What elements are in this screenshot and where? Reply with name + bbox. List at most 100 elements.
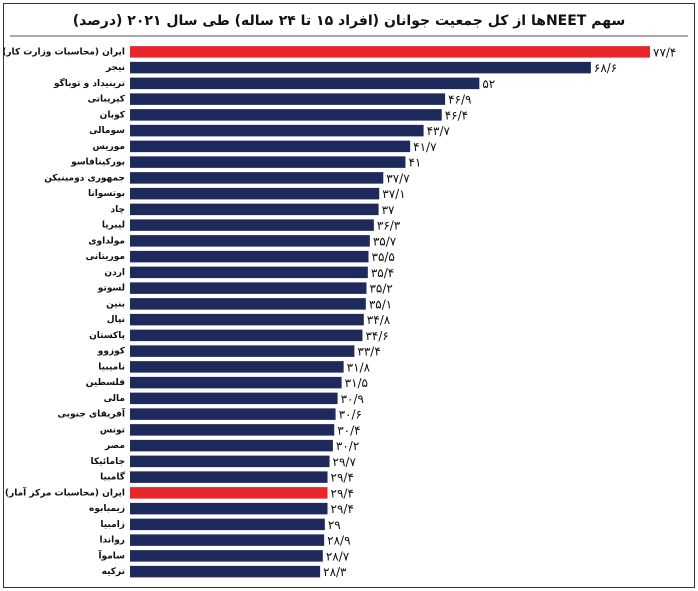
category-label: زیمبابوه: [89, 504, 125, 514]
category-label: نامیبیا: [98, 362, 125, 372]
bar: [130, 471, 328, 483]
bar: [130, 187, 380, 200]
value-label: ۴۱: [408, 156, 421, 170]
bar: [130, 518, 325, 531]
value-label: ۳۵/۷: [373, 234, 397, 248]
category-label: چاد: [111, 205, 125, 215]
value-label: ۲۹/۴: [331, 471, 354, 485]
chart-title: سهم NEETها از کل جمعیت جوانان (افراد ۱۵ …: [73, 13, 625, 29]
bar: [130, 329, 363, 342]
bar: [130, 219, 374, 231]
category-label: موریس: [93, 142, 126, 152]
bar: [130, 345, 355, 357]
category-label: موریتانی: [86, 252, 125, 262]
bar: [130, 361, 344, 373]
category-label: بوتسوانا: [88, 189, 125, 199]
category-label: زامبیا: [100, 520, 125, 530]
category-label: کوبان: [100, 110, 126, 120]
category-label: مالی: [104, 394, 125, 404]
bar: [130, 298, 366, 310]
category-label: جامائیکا: [91, 457, 125, 467]
value-label: ۲۸/۳: [323, 565, 347, 579]
value-label: ۳۷: [382, 203, 395, 217]
value-label: ۲۹/۴: [331, 486, 354, 500]
value-label: ۳۱/۸: [347, 360, 371, 374]
bar: [130, 282, 367, 294]
bar: [130, 109, 442, 121]
value-label: ۳۷/۱: [382, 187, 405, 201]
category-label: پاکستان: [89, 331, 125, 341]
category-label: جمهوری دومینیکن: [44, 173, 125, 183]
category-label: مولداوی: [88, 236, 125, 246]
value-label: ۳۴/۶: [365, 329, 388, 343]
value-label: ۳۵/۴: [371, 266, 394, 280]
category-label: رواندا: [99, 536, 125, 546]
category-label: مصر: [104, 441, 125, 451]
value-label: ۳۵/۲: [369, 282, 392, 296]
category-label: نپال: [107, 315, 125, 325]
value-label: ۳۱/۵: [345, 376, 368, 390]
value-label: ۴۶/۹: [448, 93, 471, 107]
bar: [130, 172, 384, 184]
category-label: بنین: [106, 299, 125, 309]
value-label: ۳۵/۵: [372, 250, 395, 264]
category-label: فلسطین: [86, 378, 125, 388]
category-label: ایران (محاسبات مرکز آمار): [5, 486, 125, 498]
category-label: لیبریا: [102, 221, 125, 231]
bar: [130, 46, 650, 58]
value-label: ۴۳/۷: [427, 124, 451, 138]
value-label: ۲۹: [328, 518, 341, 532]
bar: [130, 455, 330, 468]
bar: [130, 77, 480, 90]
category-label: گامبیا: [100, 471, 126, 483]
category-label: ترینیداد و توباگو: [53, 77, 125, 89]
bar: [130, 424, 335, 436]
category-label: اردن: [104, 268, 125, 278]
value-label: ۲۹/۷: [333, 455, 357, 469]
bar: [130, 392, 338, 405]
bar: [130, 534, 325, 546]
bar: [130, 61, 591, 74]
value-label: ۳۶/۳: [377, 219, 401, 233]
value-label: ۶۸/۶: [594, 61, 617, 75]
bar: [130, 502, 328, 515]
bar: [130, 376, 342, 389]
bar: [130, 235, 370, 247]
value-label: ۳۰/۲: [336, 439, 359, 453]
value-label: ۲۸/۷: [326, 549, 350, 563]
bar: [130, 124, 424, 137]
value-label: ۳۰/۹: [341, 392, 364, 406]
category-label: ایران (محاسبات وزارت کار): [2, 47, 125, 57]
value-label: ۷۷/۴: [653, 45, 676, 59]
value-label: ۳۳/۴: [357, 345, 380, 359]
value-label: ۴۶/۴: [445, 108, 468, 122]
bar: [130, 203, 379, 216]
bar: [130, 313, 364, 326]
category-label: تونس: [100, 425, 125, 435]
bar: [130, 565, 321, 578]
value-label: ۳۰/۴: [337, 423, 360, 437]
category-label: آفریقای جنوبی: [58, 408, 126, 420]
bar: [130, 266, 368, 279]
category-label: کوزوو: [97, 347, 126, 357]
category-label: ساموآ: [97, 549, 125, 561]
category-label: کیریباتی: [88, 95, 126, 105]
value-label: ۲۹/۴: [331, 502, 354, 516]
bar: [130, 250, 369, 263]
bar: [130, 140, 411, 153]
value-label: ۴۱/۷: [413, 140, 437, 154]
value-label: ۲۸/۹: [327, 534, 350, 548]
category-label: لسوتو: [97, 284, 125, 294]
category-label: سومالی: [89, 126, 125, 136]
value-label: ۳۰/۶: [339, 408, 362, 422]
bar: [130, 550, 323, 562]
bar: [130, 487, 328, 499]
value-label: ۳۴/۸: [367, 313, 391, 327]
value-label: ۳۷/۷: [386, 171, 410, 185]
category-label: نیجر: [105, 63, 125, 73]
category-label: ترکیه: [102, 567, 125, 577]
value-label: ۵۲: [482, 77, 495, 91]
bar: [130, 408, 336, 420]
value-label: ۳۵/۱: [369, 297, 392, 311]
